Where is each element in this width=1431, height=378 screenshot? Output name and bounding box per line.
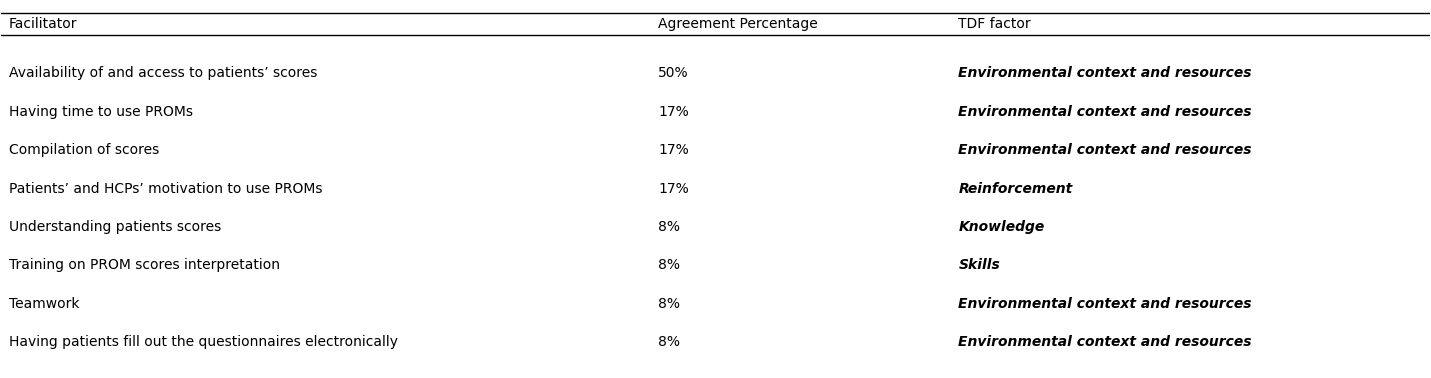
Text: Understanding patients scores: Understanding patients scores <box>9 220 220 234</box>
Text: Training on PROM scores interpretation: Training on PROM scores interpretation <box>9 259 279 273</box>
Text: Availability of and access to patients’ scores: Availability of and access to patients’ … <box>9 66 316 80</box>
Text: Having patients fill out the questionnaires electronically: Having patients fill out the questionnai… <box>9 335 398 349</box>
Text: Environmental context and resources: Environmental context and resources <box>959 143 1252 157</box>
Text: Facilitator: Facilitator <box>9 17 77 31</box>
Text: TDF factor: TDF factor <box>959 17 1030 31</box>
Text: Having time to use PROMs: Having time to use PROMs <box>9 105 193 119</box>
Text: Environmental context and resources: Environmental context and resources <box>959 66 1252 80</box>
Text: Reinforcement: Reinforcement <box>959 181 1073 195</box>
Text: Compilation of scores: Compilation of scores <box>9 143 159 157</box>
Text: 17%: 17% <box>658 181 690 195</box>
Text: Teamwork: Teamwork <box>9 297 79 311</box>
Text: Environmental context and resources: Environmental context and resources <box>959 105 1252 119</box>
Text: Environmental context and resources: Environmental context and resources <box>959 297 1252 311</box>
Text: 17%: 17% <box>658 143 690 157</box>
Text: Knowledge: Knowledge <box>959 220 1045 234</box>
Text: Environmental context and resources: Environmental context and resources <box>959 335 1252 349</box>
Text: 8%: 8% <box>658 259 680 273</box>
Text: Skills: Skills <box>959 259 1000 273</box>
Text: 8%: 8% <box>658 297 680 311</box>
Text: 50%: 50% <box>658 66 688 80</box>
Text: 8%: 8% <box>658 220 680 234</box>
Text: 17%: 17% <box>658 105 690 119</box>
Text: Patients’ and HCPs’ motivation to use PROMs: Patients’ and HCPs’ motivation to use PR… <box>9 181 322 195</box>
Text: Agreement Percentage: Agreement Percentage <box>658 17 819 31</box>
Text: 8%: 8% <box>658 335 680 349</box>
